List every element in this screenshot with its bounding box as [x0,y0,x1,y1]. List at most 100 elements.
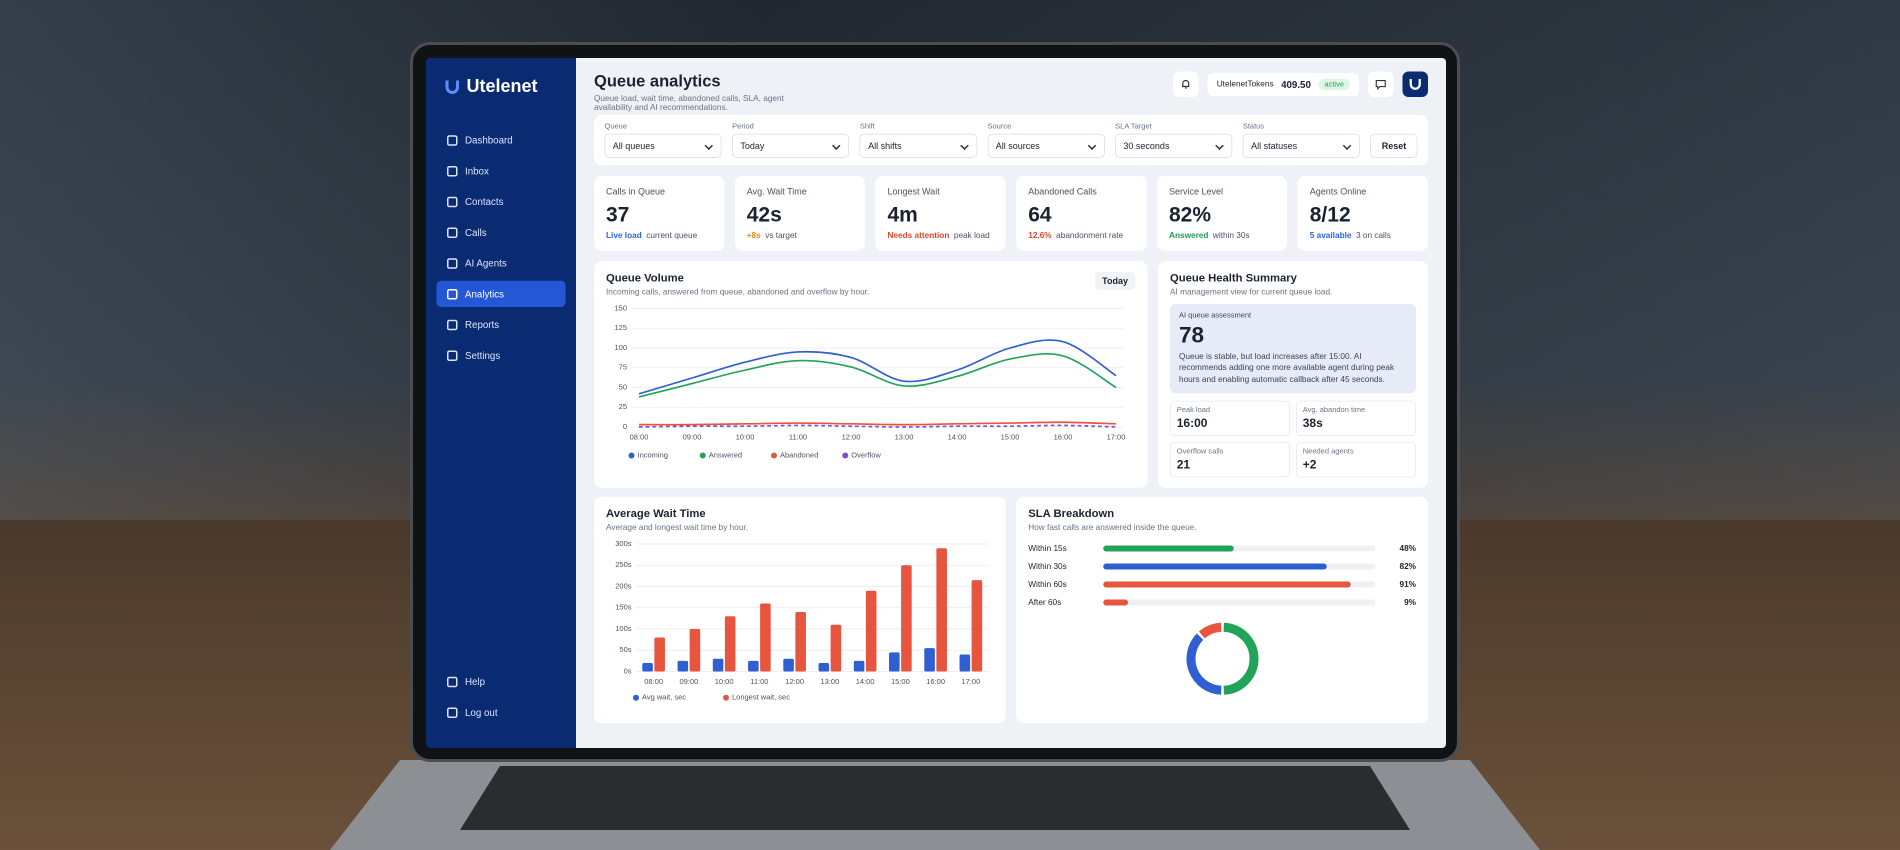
legend-label: Abandoned [780,450,818,459]
y-tick-label: 50 [619,382,627,391]
bar [924,648,935,672]
legend-label: Answered [709,450,742,459]
filter-label: Shift [859,122,875,131]
kpi-note-highlight: 5 available [1309,231,1352,241]
kpi-label: Avg. Wait Time [746,186,807,197]
kpi-note-detail: abandonment rate [1056,231,1124,241]
kpi-label: Agents Online [1309,186,1367,197]
card-subtitle: AI management view for current queue loa… [1170,287,1333,297]
stat: Overflow calls 21 [1170,442,1290,478]
card-title: Queue Health Summary [1170,271,1297,285]
kpi-note: +8s vs target [747,231,853,240]
stat-label: Overflow calls [1176,447,1224,456]
card-title: Queue Volume [606,271,684,285]
nav-icon [447,257,458,269]
kpi-note: Answered within 30s [1169,231,1275,240]
nav-icon [447,350,458,361]
filter-select[interactable]: All queues [604,133,722,158]
x-tick-label: 17:00 [961,677,980,686]
nav-item[interactable]: Dashboard [437,127,566,153]
sla-row: Within 60s 91% [1028,576,1416,594]
sla-value-label: 9% [1404,598,1416,607]
kpi-note-highlight: Live load [606,231,642,241]
sla-track [1103,545,1376,552]
nav-item[interactable]: Reports [437,312,566,338]
laptop-base [330,760,1540,850]
donut-chart [1186,622,1259,695]
bar-chart: 0s 50s 100s 150s 200s 250s 300s 08:00 09:00 10:00… [615,539,989,702]
tokens-label: UtelenetTokens [1216,79,1274,89]
bar [689,629,701,672]
nav-item[interactable]: Calls [437,219,566,245]
nav: Dashboard Inbox Contacts Calls AI Agents Anal… [436,127,566,373]
line-series [638,424,1117,428]
donut-segment [1198,622,1222,639]
sla-bar [1103,563,1327,570]
line-series [638,421,1117,426]
card-subtitle: How fast calls are answered inside the q… [1028,523,1197,532]
brand-name: Utelenet [466,76,538,97]
bar [959,654,971,672]
filter-label: Period [732,122,754,131]
nav-label: AI Agents [465,257,507,269]
donut-segment [1222,622,1259,695]
nav-item[interactable]: Log out [437,699,566,725]
x-tick-label: 12:00 [785,677,804,686]
kpi-card: Service Level 82% Answered within 30s [1156,175,1288,251]
queue-volume-card: Queue Volume Incoming calls, answered fr… [594,261,1148,488]
kpi-note-detail: vs target [765,231,797,241]
sla-value-label: 82% [1399,562,1416,571]
sla-rows: Within 15s 48% Within 30s 82% Within 60s 91% A… [1028,540,1416,612]
sla-label: Within 60s [1028,580,1067,589]
nav-item[interactable]: Help [437,669,566,695]
filter-label: Source [987,122,1012,131]
filter-select[interactable]: All statuses [1242,133,1360,158]
sla-track [1103,563,1376,570]
sla-value-label: 48% [1399,544,1416,553]
x-tick-label: 09:00 [683,432,702,441]
bar [760,603,771,672]
nav-item[interactable]: Settings [437,342,566,368]
kpi-card: Abandoned Calls 64 12.6% abandonment rate [1016,175,1147,251]
filter-select[interactable]: All sources [987,133,1105,158]
filter-select[interactable]: 30 seconds [1115,133,1233,158]
bar [795,612,806,672]
filter: Shift All shifts [859,122,977,158]
assessment-label: AI queue assessment [1179,311,1252,320]
notifications[interactable] [1173,71,1199,97]
x-tick-label: 12:00 [842,432,861,441]
nav-item[interactable]: Inbox [437,158,566,184]
app: Utelenet Dashboard Inbox Contacts Calls AI A… [426,58,1446,748]
filter-select[interactable]: All shifts [859,133,977,158]
sla-label: Within 15s [1028,544,1067,553]
bar [783,658,794,672]
filter: Period Today [732,122,850,158]
kpi-note-detail: current queue [646,231,698,241]
y-tick-label: 100 [614,343,627,352]
filter-label: Status [1242,122,1265,131]
nav-label: Settings [465,349,501,361]
sla-value-label: 91% [1399,580,1416,589]
y-tick-label: 150s [615,603,632,612]
nav-icon [447,676,458,687]
period-select[interactable]: Today [1094,271,1136,290]
filter-select[interactable]: Today [732,133,850,158]
nav-item[interactable]: Contacts [437,189,566,215]
nav-label: Reports [465,319,500,331]
page-title: Queue analytics [594,71,721,91]
messages[interactable] [1368,71,1394,97]
legend-label: Overflow [851,450,881,459]
screen: Utelenet Dashboard Inbox Contacts Calls AI A… [426,58,1446,748]
legend-swatch [699,452,706,459]
kpi-value: 42s [746,202,782,226]
avatar[interactable] [1402,71,1428,97]
x-tick-label: 16:00 [1054,432,1073,441]
reset-button[interactable]: Reset [1370,133,1418,158]
y-tick-label: 25 [619,402,627,411]
kpi-card: Avg. Wait Time 42s +8s vs target [734,175,865,251]
bar [936,548,947,672]
nav-item[interactable]: AI Agents [437,250,566,276]
sla-bar [1103,545,1234,552]
nav-item[interactable]: Analytics [436,280,566,307]
kpis: Calls in Queue 37 Live load current queue Av… [594,175,1428,251]
